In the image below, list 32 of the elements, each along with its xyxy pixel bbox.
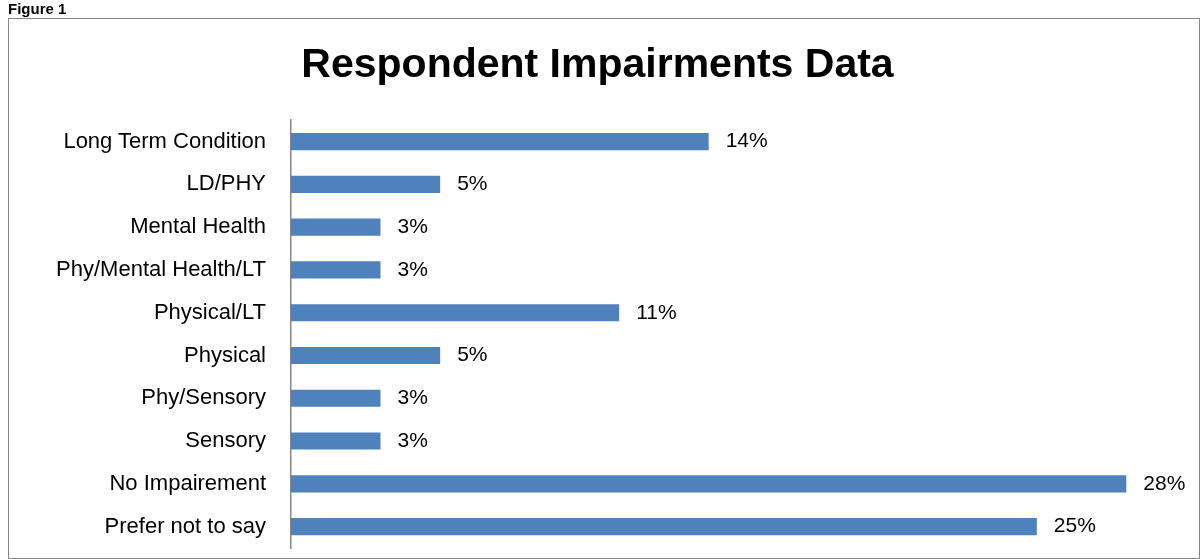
y-tick-label: Phy/Sensory <box>141 384 266 410</box>
bar <box>291 261 381 279</box>
y-tick-label: Mental Health <box>130 213 266 239</box>
bar <box>291 175 441 193</box>
bar <box>291 475 1127 493</box>
data-label: 5% <box>457 171 488 195</box>
data-label: 5% <box>457 342 488 366</box>
data-label: 11% <box>636 299 677 323</box>
y-tick-label: Prefer not to say <box>104 512 266 538</box>
bar <box>291 389 381 407</box>
y-tick-label: No Impairement <box>109 469 266 495</box>
y-tick-label: Physical/LT <box>153 298 266 324</box>
bar <box>291 346 441 365</box>
data-label: 3% <box>397 213 428 237</box>
data-label: 3% <box>397 427 428 451</box>
bar <box>291 518 1037 536</box>
data-label: 3% <box>397 256 428 280</box>
y-tick-label: Sensory <box>185 427 266 453</box>
data-label: 3% <box>397 385 428 409</box>
data-label: 28% <box>1143 470 1186 494</box>
data-label: 25% <box>1053 513 1096 537</box>
bar <box>291 432 381 450</box>
data-label: 14% <box>725 128 768 152</box>
bar <box>291 133 709 151</box>
bar <box>291 304 620 322</box>
y-tick-label: LD/PHY <box>186 170 267 196</box>
chart-title: Respondent Impairments Data <box>301 39 895 86</box>
bar <box>291 218 381 236</box>
y-tick-label: Phy/Mental Health/LT <box>56 255 266 281</box>
caption: Figure 1 <box>8 0 67 17</box>
y-tick-label: Physical <box>184 341 266 367</box>
y-tick-label: Long Term Condition <box>63 127 266 153</box>
